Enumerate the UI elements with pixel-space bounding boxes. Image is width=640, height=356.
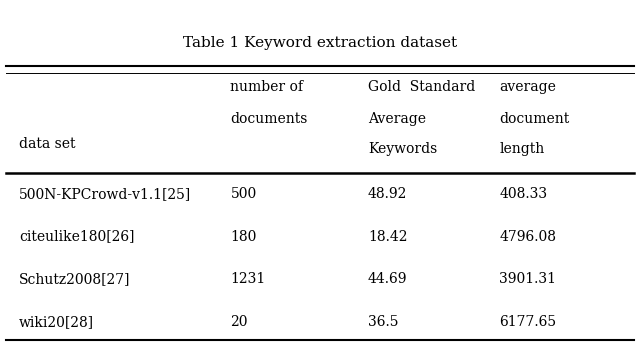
Text: document: document	[499, 112, 570, 126]
Text: wiki20[28]: wiki20[28]	[19, 315, 94, 329]
Text: 3901.31: 3901.31	[499, 272, 556, 286]
Text: 18.42: 18.42	[368, 230, 408, 244]
Text: 44.69: 44.69	[368, 272, 408, 286]
Text: documents: documents	[230, 112, 308, 126]
Text: Average: Average	[368, 112, 426, 126]
Text: average: average	[499, 80, 556, 94]
Text: 1231: 1231	[230, 272, 266, 286]
Text: 180: 180	[230, 230, 257, 244]
Text: number of: number of	[230, 80, 303, 94]
Text: 20: 20	[230, 315, 248, 329]
Text: 48.92: 48.92	[368, 187, 408, 201]
Text: 408.33: 408.33	[499, 187, 547, 201]
Text: Keywords: Keywords	[368, 142, 437, 156]
Text: 4796.08: 4796.08	[499, 230, 556, 244]
Text: 500N-KPCrowd-v1.1[25]: 500N-KPCrowd-v1.1[25]	[19, 187, 191, 201]
Text: 6177.65: 6177.65	[499, 315, 556, 329]
Text: data set: data set	[19, 137, 76, 151]
Text: Table 1 Keyword extraction dataset: Table 1 Keyword extraction dataset	[183, 36, 457, 49]
Text: citeulike180[26]: citeulike180[26]	[19, 230, 134, 244]
Text: Gold  Standard: Gold Standard	[368, 80, 476, 94]
Text: length: length	[499, 142, 545, 156]
Text: 500: 500	[230, 187, 257, 201]
Text: 36.5: 36.5	[368, 315, 399, 329]
Text: Schutz2008[27]: Schutz2008[27]	[19, 272, 131, 286]
